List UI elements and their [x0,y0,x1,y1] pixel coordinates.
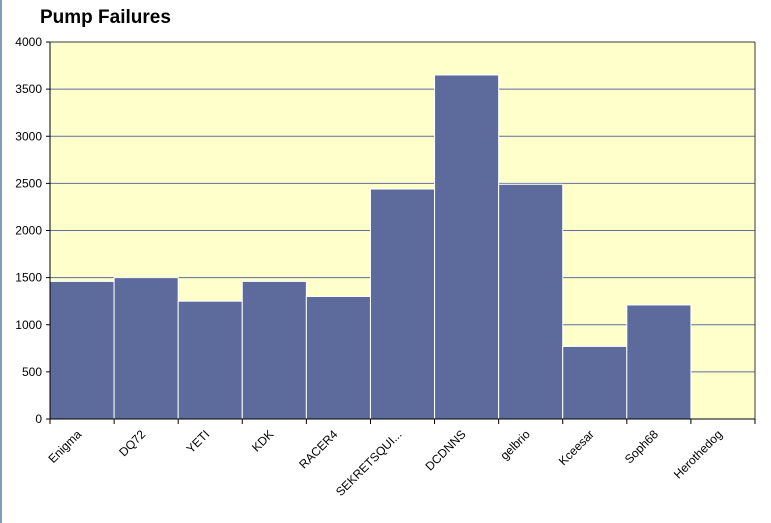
x-tick-label: gelbrio [497,427,533,463]
x-tick-label: DQ72 [116,427,148,459]
y-tick-label: 1000 [15,318,42,332]
y-tick-label: 1500 [15,271,42,285]
bar [434,74,500,420]
x-tick-label: Herothedog [671,427,725,481]
x-tick-label: Soph68 [622,427,661,466]
x-tick-label: YETI [184,427,213,456]
bar [369,188,436,420]
bar [241,280,307,420]
y-tick-label: 4000 [15,35,42,49]
bar [626,304,692,420]
x-tick-label: SEKRETSQUI... [333,427,405,499]
y-tick-label: 0 [35,412,42,426]
window-left-border [0,0,2,523]
y-tick-label: 3000 [15,129,42,143]
x-tick-label: KDK [249,427,276,454]
x-tick-label: Kceesar [556,427,597,468]
bar [305,295,371,420]
chart-title: Pump Failures [40,7,171,28]
bar [49,280,115,420]
x-tick-label: DCDNNS [423,427,469,473]
x-tick-label: RACER4 [296,427,341,472]
y-tick-label: 500 [22,365,42,379]
bar [562,345,628,420]
y-tick-label: 2500 [15,176,42,190]
bar [113,277,179,420]
y-tick-label: 2000 [15,224,42,238]
y-tick-label: 3500 [15,82,42,96]
bar [177,300,243,420]
x-tick-label: Enigma [45,427,84,466]
bar [498,183,564,420]
